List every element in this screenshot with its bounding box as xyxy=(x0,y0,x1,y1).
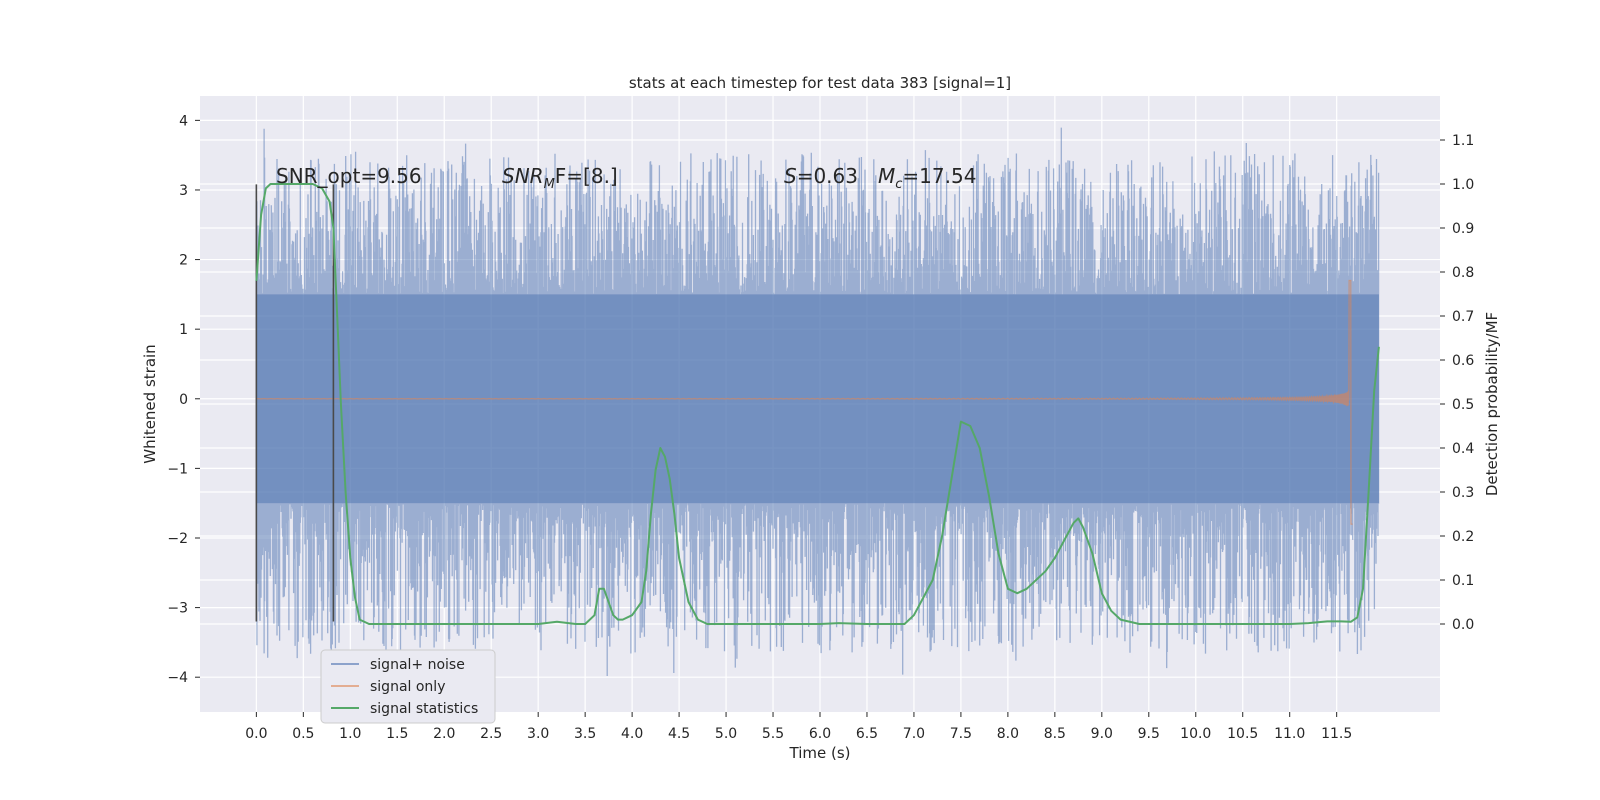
y-right-tick-label: 0.4 xyxy=(1452,441,1474,457)
x-tick-label: 1.0 xyxy=(339,726,361,742)
x-tick-label: 11.5 xyxy=(1321,726,1352,742)
annotation-snr-mf-main: SNR xyxy=(502,164,544,188)
annotation-snr-mf-sub: M xyxy=(544,177,555,192)
y-left-tick-label: 3 xyxy=(179,183,188,199)
x-tick-label: 10.0 xyxy=(1180,726,1211,742)
y-right-tick-label: 0.9 xyxy=(1452,221,1474,237)
y-right-tick-label: 0.2 xyxy=(1452,529,1474,545)
annotation-mc-sub: c xyxy=(895,177,902,192)
x-tick-label: 6.0 xyxy=(809,726,831,742)
x-tick-label: 5.0 xyxy=(715,726,737,742)
x-tick-label: 0.0 xyxy=(245,726,267,742)
x-tick-label: 4.0 xyxy=(621,726,643,742)
x-tick-label: 3.0 xyxy=(527,726,549,742)
x-tick-label: 6.5 xyxy=(856,726,878,742)
y-axis-right-label: Detection probability/MF xyxy=(1483,312,1501,496)
y-left-tick-label: 1 xyxy=(179,322,188,338)
annotation-s-main: S xyxy=(784,164,797,188)
x-tick-label: 10.5 xyxy=(1227,726,1258,742)
y-left-tick-label: 4 xyxy=(179,113,188,129)
x-tick-label: 8.5 xyxy=(1044,726,1066,742)
y-right-tick-label: 0.5 xyxy=(1452,397,1474,413)
annotation-snr-opt: SNR_opt=9.56 xyxy=(276,164,422,188)
x-tick-label: 7.0 xyxy=(903,726,925,742)
annotation-mc-rest: =17.54 xyxy=(902,164,976,188)
x-tick-label: 5.5 xyxy=(762,726,784,742)
x-tick-label: 3.5 xyxy=(574,726,596,742)
y-left-tick-label: 0 xyxy=(179,392,188,408)
annotation-mc-main: M xyxy=(878,164,895,188)
y-axis-left-label: Whitened strain xyxy=(141,344,159,463)
y-left-tick-label: −4 xyxy=(167,670,188,686)
y-right-tick-label: 0.6 xyxy=(1452,353,1474,369)
annotation-snr-mf-rest: F=[8.] xyxy=(555,164,618,188)
y-left-tick-label: −1 xyxy=(167,461,188,477)
y-right-tick-label: 1.0 xyxy=(1452,177,1474,193)
y-right-tick-label: 1.1 xyxy=(1452,133,1474,149)
x-tick-label: 8.0 xyxy=(997,726,1019,742)
x-tick-label: 11.0 xyxy=(1274,726,1305,742)
y-right-tick-label: 0.0 xyxy=(1452,617,1474,633)
y-left-tick-label: −2 xyxy=(167,531,188,547)
y-right-tick-label: 0.1 xyxy=(1452,573,1474,589)
x-tick-label: 0.5 xyxy=(292,726,314,742)
annotation-mc: Mc=17.54 xyxy=(878,164,976,192)
annotation-s: S=0.63 xyxy=(784,164,858,188)
x-axis-label: Time (s) xyxy=(789,744,851,762)
annotation-s-rest: =0.63 xyxy=(797,164,858,188)
y-right-tick-label: 0.3 xyxy=(1452,485,1474,501)
x-tick-label: 9.5 xyxy=(1138,726,1160,742)
legend-label-signal-noise: signal+ noise xyxy=(370,657,465,673)
x-tick-label: 2.0 xyxy=(433,726,455,742)
series-signal-only xyxy=(256,279,1353,525)
legend-label-signal-only: signal only xyxy=(370,679,445,695)
x-tick-label: 9.0 xyxy=(1091,726,1113,742)
y-left-tick-label: 2 xyxy=(179,253,188,269)
y-right-tick-label: 0.8 xyxy=(1452,265,1474,281)
annotation-snr-mf: SNRMF=[8.] xyxy=(502,164,618,192)
x-tick-label: 1.5 xyxy=(386,726,408,742)
axes: 0.0 0.5 1.0 1.5 2.0 2.5 3.0 3.5 4.0 4.5 5.0 5.5 6.0 6… xyxy=(167,113,1474,742)
series-signal-statistics xyxy=(255,183,1380,625)
x-tick-label: 2.5 xyxy=(480,726,502,742)
chart-title: stats at each timestep for test data 383… xyxy=(629,74,1011,92)
x-tick-label: 4.5 xyxy=(668,726,690,742)
data-layer xyxy=(255,127,1380,676)
legend: signal+ noise signal only signal statist… xyxy=(320,649,496,724)
legend-frame xyxy=(320,649,496,724)
x-tick-label: 7.5 xyxy=(950,726,972,742)
y-left-tick-label: −3 xyxy=(167,601,188,617)
y-right-tick-label: 0.7 xyxy=(1452,309,1474,325)
legend-label-signal-statistics: signal statistics xyxy=(370,701,478,717)
